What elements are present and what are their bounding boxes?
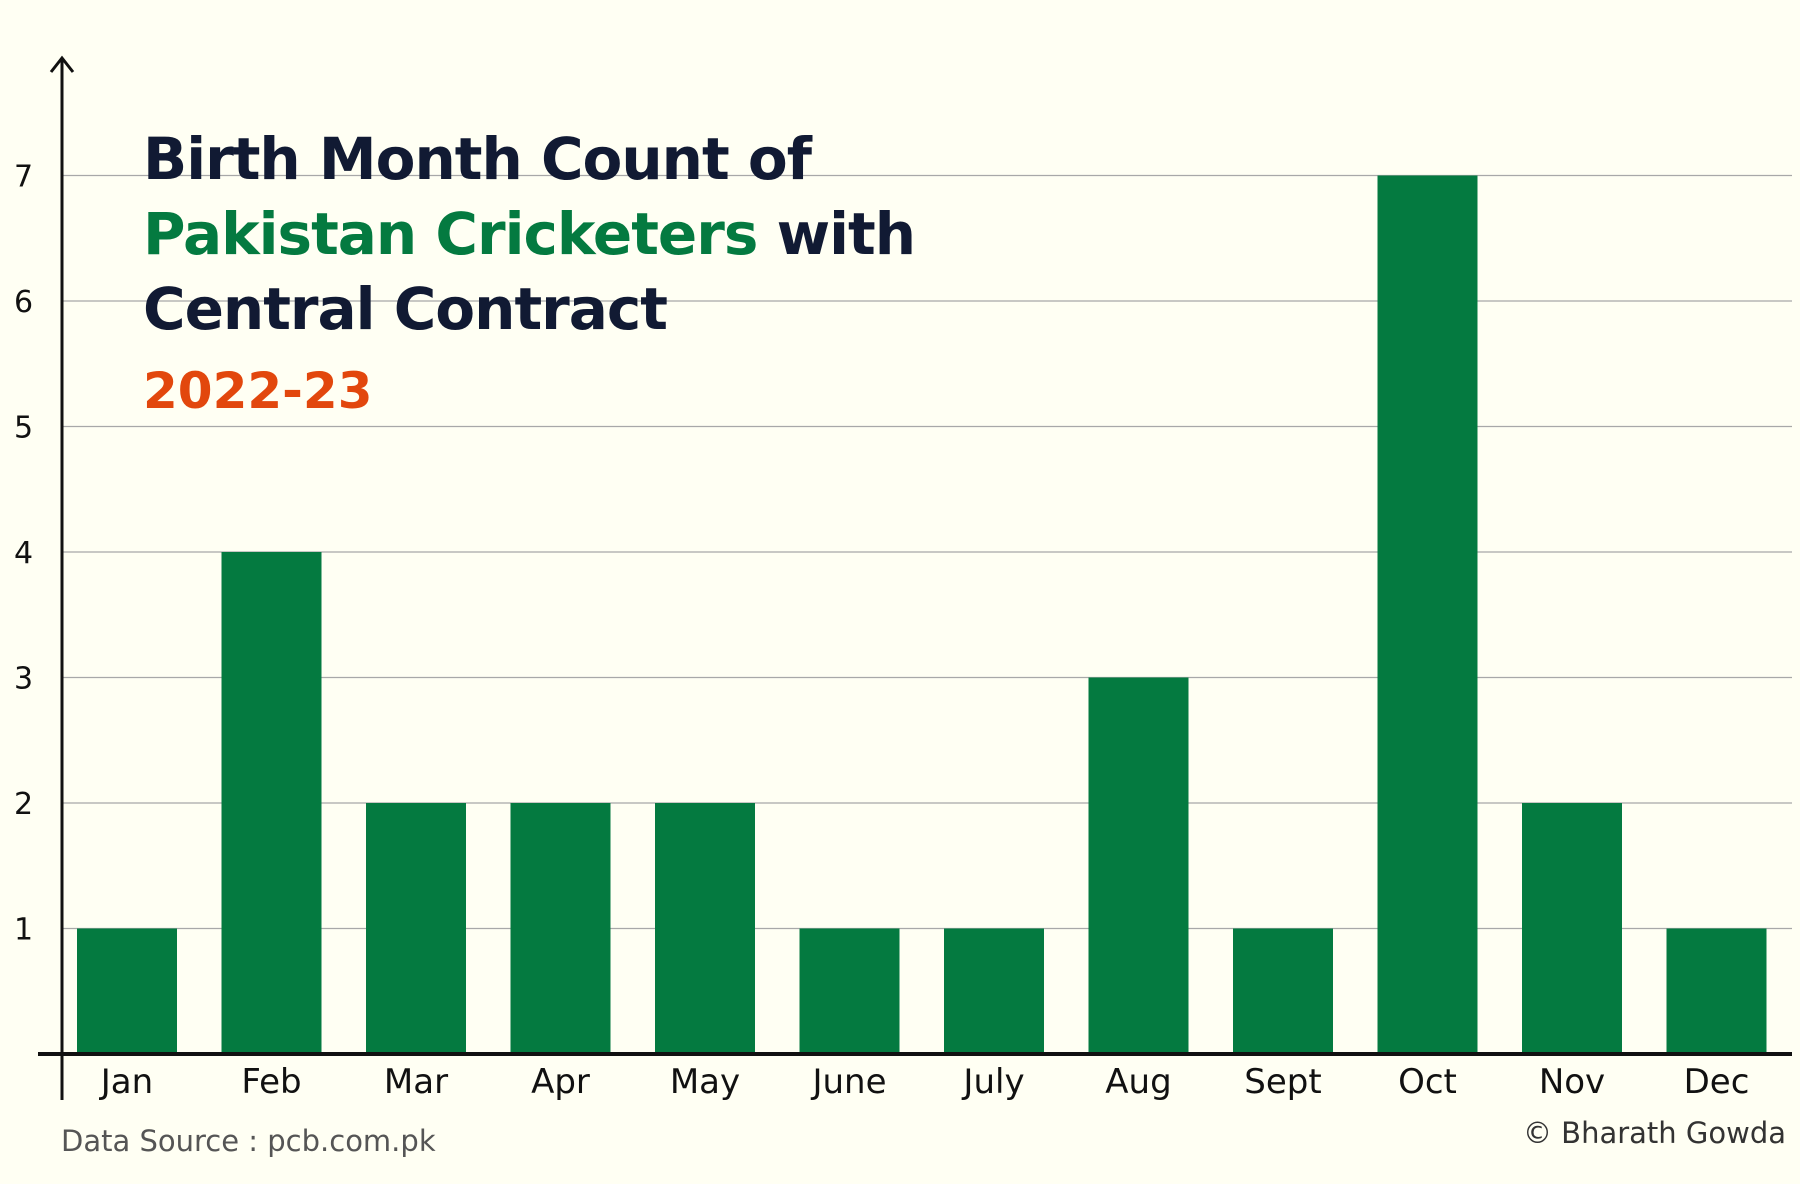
author-credit: © Bharath Gowda bbox=[1522, 1116, 1786, 1150]
bar-feb bbox=[221, 552, 322, 1054]
y-tick-labels: 1 2 3 4 5 6 7 bbox=[14, 160, 33, 948]
bar-jan bbox=[77, 928, 177, 1054]
x-tick-label-aug: Aug bbox=[1105, 1062, 1171, 1102]
x-tick-label-apr: Apr bbox=[531, 1062, 590, 1102]
axes bbox=[38, 55, 1792, 1100]
x-tick-label-mar: Mar bbox=[384, 1062, 448, 1102]
x-tick-label-dec: Dec bbox=[1684, 1062, 1750, 1102]
title-highlight: Pakistan Cricketers bbox=[143, 200, 758, 268]
x-tick-label-feb: Feb bbox=[241, 1062, 301, 1102]
title-line-1: Birth Month Count of bbox=[143, 125, 812, 193]
bar-oct bbox=[1377, 175, 1478, 1054]
bar-july bbox=[944, 928, 1044, 1054]
x-tick-label-june: June bbox=[810, 1062, 886, 1102]
y-axis-arrow-icon bbox=[49, 55, 75, 73]
x-tick-label-july: July bbox=[961, 1062, 1024, 1102]
title-line-2: Pakistan Cricketers with bbox=[143, 197, 916, 272]
data-source-note: Data Source : pcb.com.pk bbox=[61, 1124, 436, 1158]
bar-apr bbox=[510, 803, 611, 1054]
bar-dec bbox=[1666, 928, 1767, 1054]
bar-june bbox=[799, 928, 900, 1054]
y-tick-label: 2 bbox=[14, 787, 33, 822]
x-tick-label-nov: Nov bbox=[1539, 1062, 1605, 1102]
bars bbox=[77, 175, 1767, 1054]
y-tick-label: 3 bbox=[14, 662, 33, 697]
y-tick-label: 6 bbox=[14, 285, 33, 320]
y-tick-label: 7 bbox=[14, 160, 33, 195]
y-tick-label: 5 bbox=[14, 411, 33, 446]
x-tick-label-may: May bbox=[670, 1062, 740, 1102]
chart-subtitle: 2022-23 bbox=[143, 362, 373, 420]
title-line-2-rest: with bbox=[757, 200, 916, 268]
x-tick-labels: Jan Feb Mar Apr May June July Aug Sept Oct Nov Dec bbox=[99, 1062, 1750, 1102]
x-tick-label-sept: Sept bbox=[1244, 1062, 1321, 1102]
x-tick-label-jan: Jan bbox=[99, 1062, 153, 1102]
y-tick-label: 4 bbox=[14, 536, 33, 571]
chart-title: Birth Month Count of Pakistan Cricketers… bbox=[143, 122, 916, 347]
y-tick-label: 1 bbox=[14, 913, 33, 948]
x-tick-label-oct: Oct bbox=[1398, 1062, 1457, 1102]
title-line-3: Central Contract bbox=[143, 275, 668, 343]
bar-mar bbox=[366, 803, 466, 1054]
gridlines bbox=[62, 174, 1792, 930]
bar-aug bbox=[1088, 677, 1189, 1054]
bar-sept bbox=[1233, 928, 1333, 1054]
bar-nov bbox=[1522, 803, 1622, 1054]
bar-may bbox=[655, 803, 755, 1054]
